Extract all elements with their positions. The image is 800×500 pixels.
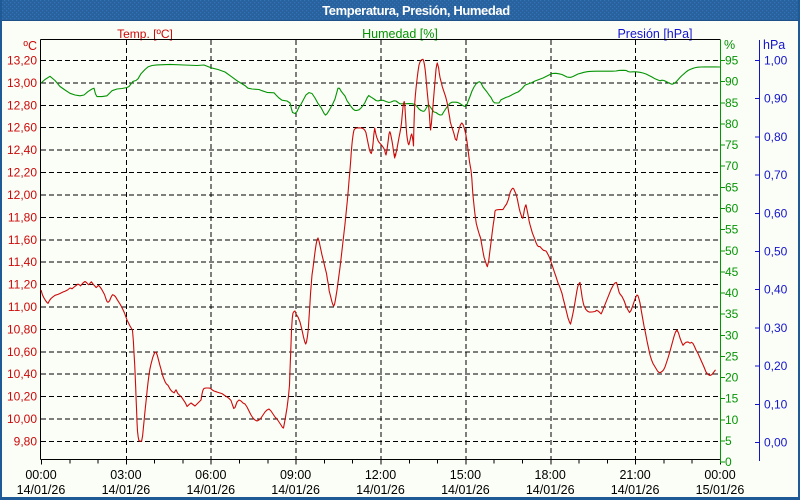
- svg-text:0,20: 0,20: [764, 359, 788, 373]
- svg-text:14/01/26: 14/01/26: [526, 483, 575, 497]
- svg-text:60: 60: [725, 202, 739, 216]
- svg-text:15/01/26: 15/01/26: [696, 483, 745, 497]
- svg-text:21:00: 21:00: [619, 468, 650, 482]
- svg-text:14/01/26: 14/01/26: [186, 483, 235, 497]
- svg-text:11,60: 11,60: [8, 233, 37, 247]
- svg-text:25: 25: [725, 350, 739, 364]
- svg-text:0,90: 0,90: [764, 92, 788, 106]
- svg-text:40: 40: [725, 286, 739, 300]
- svg-text:hPa: hPa: [763, 38, 785, 52]
- svg-text:20: 20: [725, 371, 739, 385]
- svg-text:12,00: 12,00: [7, 188, 37, 202]
- svg-text:12,40: 12,40: [7, 143, 37, 157]
- svg-text:5: 5: [725, 434, 732, 448]
- svg-text:11,80: 11,80: [8, 210, 37, 224]
- svg-text:0,30: 0,30: [764, 321, 788, 335]
- svg-text:0,50: 0,50: [764, 245, 788, 259]
- svg-text:35: 35: [725, 307, 739, 321]
- svg-text:30: 30: [725, 328, 739, 342]
- svg-text:03:00: 03:00: [110, 468, 141, 482]
- svg-text:15:00: 15:00: [450, 468, 481, 482]
- svg-text:12,80: 12,80: [7, 98, 37, 112]
- svg-text:10: 10: [725, 413, 739, 427]
- svg-text:12:00: 12:00: [365, 468, 396, 482]
- svg-text:10,20: 10,20: [7, 390, 37, 404]
- svg-text:13,00: 13,00: [7, 76, 37, 90]
- svg-text:15: 15: [725, 392, 739, 406]
- svg-text:55: 55: [725, 223, 739, 237]
- svg-text:85: 85: [725, 96, 739, 110]
- svg-text:70: 70: [725, 159, 739, 173]
- svg-text:00:00: 00:00: [25, 468, 56, 482]
- svg-text:Presión [hPa]: Presión [hPa]: [617, 27, 692, 41]
- svg-text:11,00: 11,00: [8, 300, 37, 314]
- svg-text:0,00: 0,00: [764, 436, 788, 450]
- svg-text:12,20: 12,20: [7, 166, 37, 180]
- svg-text:10,40: 10,40: [7, 367, 37, 381]
- svg-text:14/01/26: 14/01/26: [17, 483, 66, 497]
- svg-text:09:00: 09:00: [280, 468, 311, 482]
- svg-text:0,60: 0,60: [764, 206, 788, 220]
- svg-text:0,10: 0,10: [764, 397, 788, 411]
- svg-text:10,60: 10,60: [7, 345, 37, 359]
- svg-text:06:00: 06:00: [195, 468, 226, 482]
- svg-text:14/01/26: 14/01/26: [356, 483, 405, 497]
- svg-text:75: 75: [725, 138, 739, 152]
- svg-text:18:00: 18:00: [535, 468, 566, 482]
- svg-text:0,40: 0,40: [764, 283, 788, 297]
- svg-text:Humedad [%]: Humedad [%]: [362, 27, 438, 41]
- svg-text:14/01/26: 14/01/26: [441, 483, 490, 497]
- svg-text:0: 0: [725, 455, 732, 469]
- svg-text:0,70: 0,70: [764, 168, 788, 182]
- svg-text:11,40: 11,40: [8, 255, 37, 269]
- svg-text:95: 95: [725, 54, 739, 68]
- svg-text:65: 65: [725, 180, 739, 194]
- svg-text:10,00: 10,00: [7, 412, 37, 426]
- svg-text:ºC: ºC: [23, 39, 37, 53]
- svg-text:14/01/26: 14/01/26: [102, 483, 151, 497]
- svg-text:80: 80: [725, 117, 739, 131]
- svg-text:11,20: 11,20: [8, 278, 37, 292]
- svg-text:12,60: 12,60: [7, 121, 37, 135]
- svg-text:14/01/26: 14/01/26: [271, 483, 320, 497]
- svg-text:Temp. [ºC]: Temp. [ºC]: [117, 27, 173, 41]
- svg-text:00:00: 00:00: [704, 468, 735, 482]
- svg-text:10,80: 10,80: [7, 322, 37, 336]
- svg-text:13,20: 13,20: [7, 54, 37, 68]
- svg-text:9,80: 9,80: [14, 435, 38, 449]
- svg-text:%: %: [724, 38, 735, 52]
- svg-text:45: 45: [725, 265, 739, 279]
- svg-text:50: 50: [725, 244, 739, 258]
- svg-text:0,80: 0,80: [764, 130, 788, 144]
- svg-text:Temperatura, Presión, Humedad: Temperatura, Presión, Humedad: [322, 3, 510, 18]
- svg-text:90: 90: [725, 75, 739, 89]
- svg-text:14/01/26: 14/01/26: [611, 483, 660, 497]
- svg-text:1,00: 1,00: [764, 54, 788, 68]
